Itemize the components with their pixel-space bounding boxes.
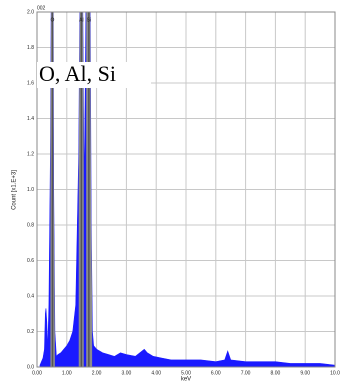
spectrum-area bbox=[39, 12, 335, 367]
x-tick-label: 7.00 bbox=[241, 370, 251, 376]
y-tick-label: 0.4 bbox=[27, 293, 34, 299]
y-tick-label: 2.0 bbox=[27, 9, 34, 15]
x-tick-label: 5.00 bbox=[181, 370, 191, 376]
x-tick-label: 1.00 bbox=[62, 370, 72, 376]
annotation-box bbox=[37, 62, 151, 88]
x-tick-label: 2.00 bbox=[92, 370, 102, 376]
y-tick-label: 1.2 bbox=[27, 151, 34, 157]
y-tick-label: 1.0 bbox=[27, 187, 34, 193]
x-tick-label: 3.00 bbox=[122, 370, 132, 376]
spectrum-label: 002 bbox=[37, 5, 46, 11]
y-tick-label: 1.8 bbox=[27, 45, 34, 51]
x-tick-label: 0.00 bbox=[32, 370, 42, 376]
y-tick-label: 0.6 bbox=[27, 258, 34, 264]
y-tick-label: 0.8 bbox=[27, 222, 34, 228]
plot-frame bbox=[36, 11, 336, 368]
y-axis-label: Count [x1.E+3] bbox=[12, 170, 18, 210]
y-tick-label: 1.6 bbox=[27, 80, 34, 86]
x-tick-label: 4.00 bbox=[151, 370, 161, 376]
x-tick-label: 6.00 bbox=[211, 370, 221, 376]
y-tick-label: 0.0 bbox=[27, 364, 34, 370]
x-tick-label: 8.00 bbox=[271, 370, 281, 376]
peak-label: Al bbox=[79, 17, 83, 23]
x-axis-label: keV bbox=[181, 377, 191, 383]
y-tick-label: 1.4 bbox=[27, 116, 34, 122]
peak-label: O bbox=[51, 17, 55, 23]
x-tick-label: 9.00 bbox=[300, 370, 310, 376]
y-tick-label: 0.2 bbox=[27, 329, 34, 335]
annotation: O, Al, Si bbox=[39, 61, 116, 86]
x-tick-label: 10.0 bbox=[330, 370, 340, 376]
plot bbox=[39, 12, 335, 367]
peak-label: Si bbox=[87, 17, 91, 23]
